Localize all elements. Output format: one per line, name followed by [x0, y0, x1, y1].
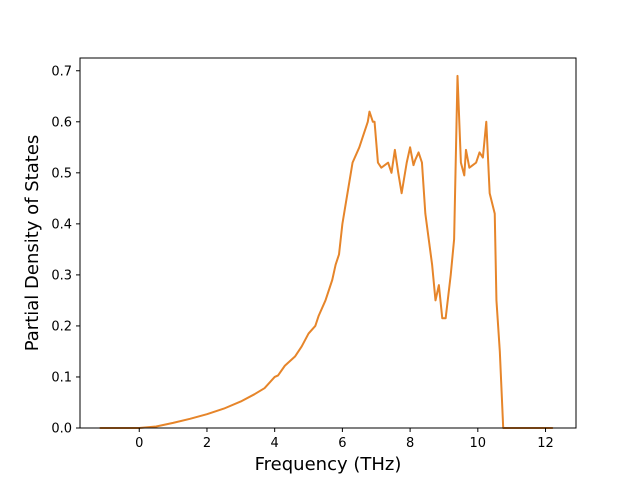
x-tick-label: 10	[470, 436, 487, 451]
x-axis-label: Frequency (THz)	[255, 454, 402, 475]
x-tick-label: 4	[271, 436, 279, 451]
series-line-0	[99, 74, 554, 429]
y-tick-label: 0.1	[51, 370, 72, 385]
y-tick-label: 0.6	[51, 115, 72, 130]
axis-ticks: 0 2 4 6 8 10 12 0.0 0.1 0.2 0.3 0.4 0.5 0.6 0.7	[51, 64, 553, 451]
y-tick-label: 0.3	[51, 268, 72, 283]
x-tick-label: 12	[537, 436, 554, 451]
y-tick-label: 0.7	[51, 64, 72, 79]
x-tick-label: 8	[406, 436, 414, 451]
axes-frame	[79, 57, 577, 429]
y-tick-label: 0.5	[51, 166, 72, 181]
y-tick-label: 0.0	[51, 422, 72, 437]
y-tick-label: 0.2	[51, 319, 72, 334]
x-tick-label: 2	[203, 436, 211, 451]
y-axis-label: Partial Density of States	[22, 135, 43, 352]
y-tick-label: 0.4	[51, 217, 72, 232]
x-tick-label: 6	[338, 436, 346, 451]
plot-area	[99, 74, 554, 429]
x-tick-label: 0	[135, 436, 143, 451]
